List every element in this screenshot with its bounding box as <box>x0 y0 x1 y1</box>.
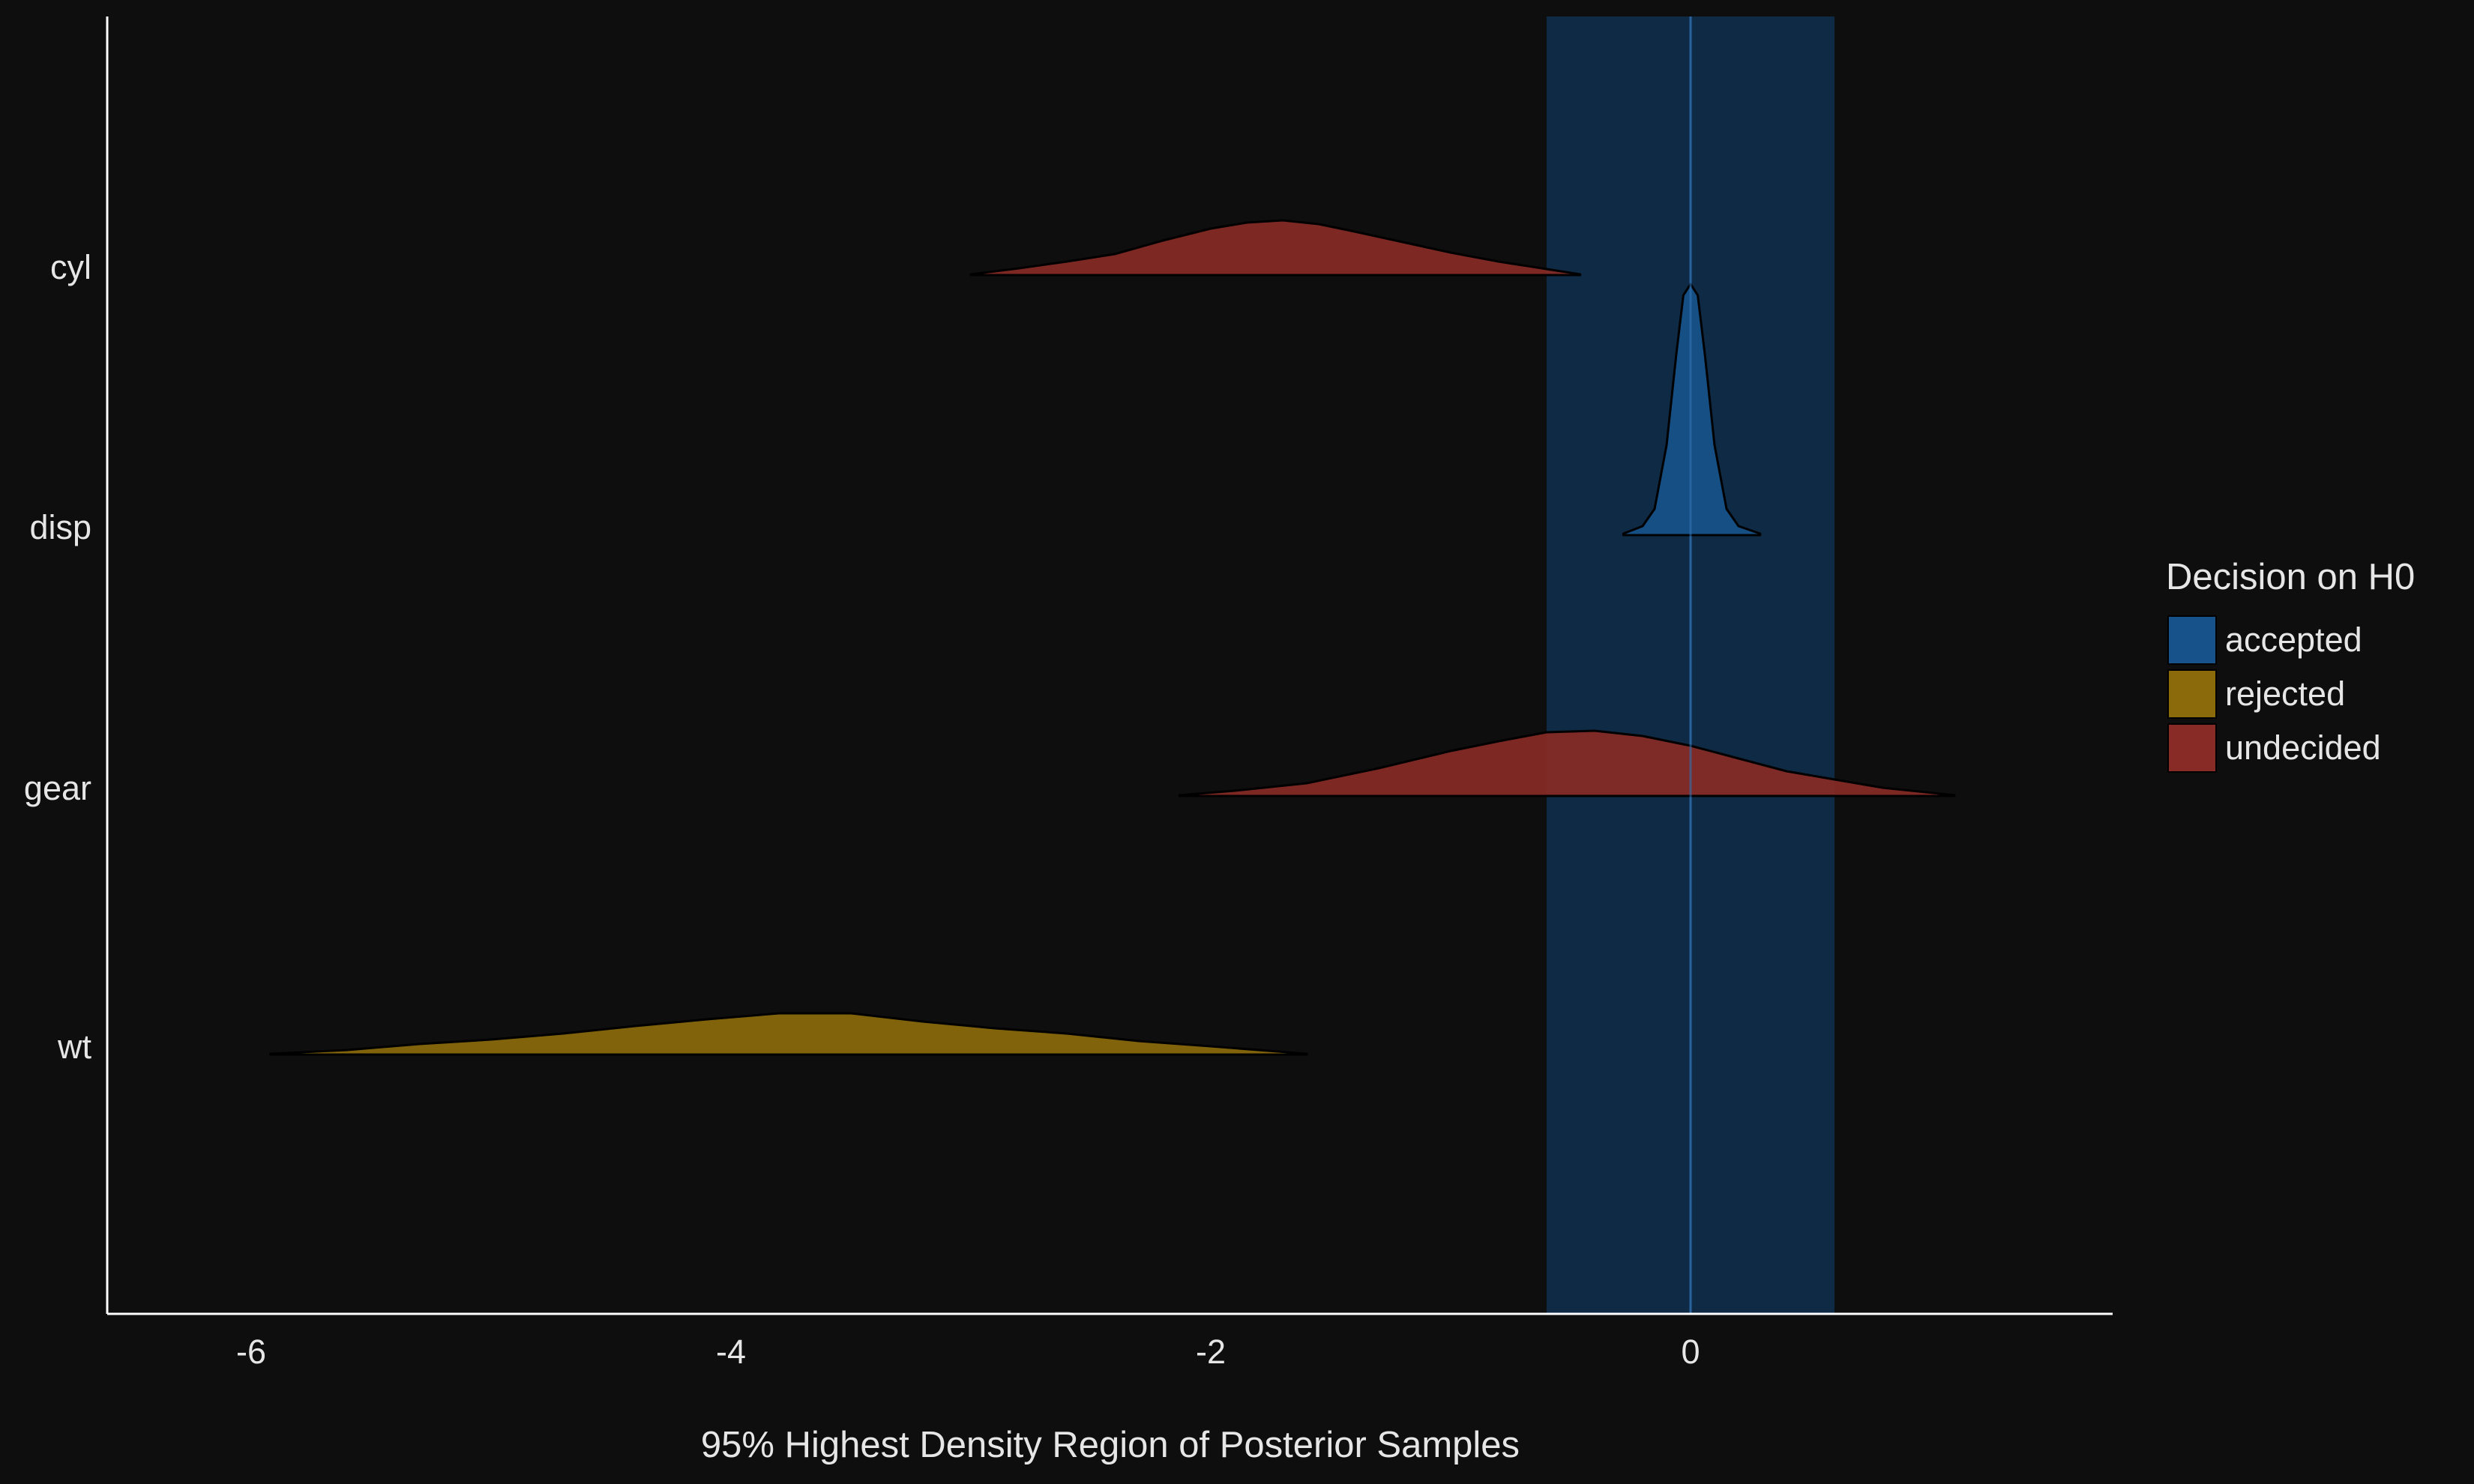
y-tick-label-wt: wt <box>57 1028 91 1066</box>
x-tick-label: -4 <box>716 1333 746 1371</box>
legend-title: Decision on H0 <box>2166 557 2415 597</box>
density-ridge-cyl <box>969 219 1582 277</box>
x-tick-label: -2 <box>1196 1333 1226 1371</box>
legend: Decision on H0 accepted rejected undecided <box>2166 557 2415 773</box>
density-ridge-gear <box>1178 729 1956 797</box>
legend-item-undecided: undecided <box>2167 723 2381 773</box>
density-ridge-wt <box>269 1012 1308 1056</box>
legend-swatch <box>2167 669 2217 719</box>
legend-label: rejected <box>2225 675 2345 713</box>
legend-label: accepted <box>2225 621 2362 659</box>
x-axis-title: 95% Highest Density Region of Posterior … <box>701 1425 1520 1465</box>
density-ridge-disp <box>1622 283 1762 537</box>
y-tick-label-disp: disp <box>29 508 91 546</box>
legend-swatch <box>2167 615 2217 665</box>
legend-item-accepted: accepted <box>2167 615 2362 665</box>
y-tick-label-gear: gear <box>24 769 91 807</box>
x-tick-label: 0 <box>1681 1333 1700 1371</box>
legend-item-rejected: rejected <box>2167 669 2345 719</box>
legend-swatch <box>2167 723 2217 773</box>
x-tick-label: -6 <box>236 1333 266 1371</box>
y-tick-label-cyl: cyl <box>50 248 91 286</box>
legend-label: undecided <box>2225 729 2381 767</box>
